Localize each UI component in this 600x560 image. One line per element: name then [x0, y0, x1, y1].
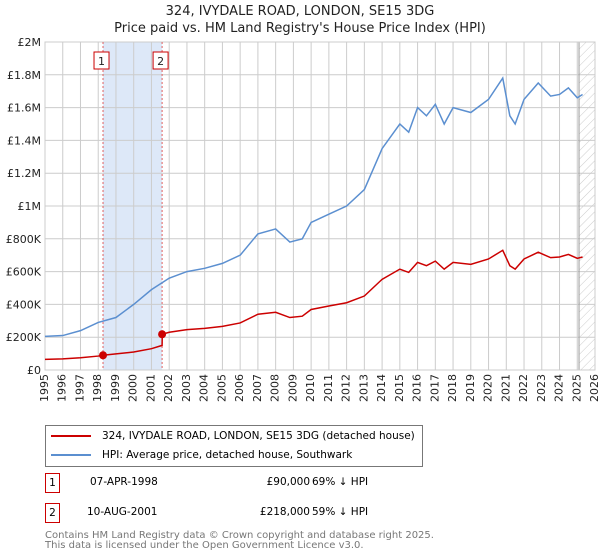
chart-subtitle: Price paid vs. HM Land Registry's House …: [114, 21, 486, 36]
x-tick-label: 2018: [446, 374, 459, 402]
x-tick-label: 2006: [233, 374, 246, 402]
x-tick-label: 2000: [127, 374, 140, 402]
sale-price: £90,000: [266, 476, 310, 488]
footer: Contains HM Land Registry data © Crown c…: [45, 531, 434, 551]
y-tick-label: £600K: [6, 266, 42, 279]
sale-hpi: 59% ↓ HPI: [312, 506, 369, 518]
x-tick-label: 2013: [357, 374, 370, 402]
x-tick-label: 2014: [375, 374, 388, 402]
x-tick-label: 1995: [38, 374, 51, 402]
x-tick-label: 1999: [109, 374, 122, 402]
sale-badge: 2: [45, 503, 60, 523]
x-tick-label: 2022: [517, 374, 530, 402]
x-tick-label: 1996: [56, 374, 69, 402]
x-tick-label: 2001: [144, 374, 157, 402]
y-tick-label: £1.4M: [7, 134, 41, 147]
x-tick-label: 2009: [286, 374, 299, 402]
y-tick-label: £1.2M: [7, 167, 41, 180]
y-tick-label: £1.8M: [7, 69, 41, 82]
x-tick-label: 2003: [180, 374, 193, 402]
x-tick-label: 2021: [499, 374, 512, 402]
footer-line-1: Contains HM Land Registry data © Crown c…: [45, 530, 434, 541]
x-tick-label: 2016: [411, 374, 424, 402]
legend-property: 324, IVYDALE ROAD, LONDON, SE15 3DG (det…: [102, 430, 415, 442]
sale-hpi: 69% ↓ HPI: [312, 476, 369, 488]
x-tick-label: 2002: [162, 374, 175, 402]
x-tick-label: 2008: [269, 374, 282, 402]
legend-blue-swatch: [51, 454, 91, 456]
x-tick-label: 2019: [464, 374, 477, 402]
x-tick-label: 2011: [322, 374, 335, 402]
x-tick-label: 2025: [570, 374, 583, 402]
x-tick-label: 2017: [428, 374, 441, 402]
footer-line-2: This data is licensed under the Open Gov…: [45, 540, 364, 551]
x-tick-label: 2012: [340, 374, 353, 402]
sale-label-box: [152, 51, 169, 70]
y-tick-label: £0: [27, 364, 41, 377]
sale-price: £218,000: [259, 506, 310, 518]
legend: 324, IVYDALE ROAD, LONDON, SE15 3DG (det…: [45, 425, 423, 467]
y-tick-label: £1M: [18, 200, 42, 213]
x-tick-label: 2026: [588, 374, 600, 402]
sale-row-2: 2 10-AUG-2001 £218,000 59% ↓ HPI: [45, 503, 445, 525]
x-tick-label: 2023: [535, 374, 548, 402]
x-tick-label: 2007: [251, 374, 264, 402]
sale-label-box: [93, 51, 110, 70]
y-tick-label: £2M: [18, 36, 42, 49]
sale-date: 10-AUG-2001: [87, 506, 158, 518]
sale-date: 07-APR-1998: [90, 476, 158, 488]
sale-badge: 1: [45, 473, 60, 493]
property-price-line: [44, 249, 583, 361]
x-tick-label: 2020: [482, 374, 495, 402]
sale-point: [158, 330, 167, 339]
x-tick-label: 2004: [198, 374, 211, 402]
hpi-line: [44, 76, 583, 338]
x-tick-label: 1997: [73, 374, 86, 402]
sale-label: 2: [157, 55, 164, 68]
x-tick-label: 1998: [91, 374, 104, 402]
y-tick-label: £800K: [6, 233, 42, 246]
price-chart: 1995 1996 1997 1998 1999 2000 2001 2002 2003 2004…: [6, 36, 600, 402]
sale-label: 1: [98, 55, 105, 68]
sale-point: [99, 351, 108, 360]
y-tick-label: £1.6M: [7, 102, 41, 115]
x-tick-label: 2024: [553, 374, 566, 402]
x-tick-label: 2010: [304, 374, 317, 402]
y-tick-label: £200K: [6, 331, 42, 344]
y-tick-label: £400K: [6, 298, 42, 311]
legend-hpi: HPI: Average price, detached house, Sout…: [102, 449, 353, 461]
chart-title: 324, IVYDALE ROAD, LONDON, SE15 3DG: [165, 4, 435, 19]
x-tick-label: 2015: [393, 374, 406, 402]
sale-row-1: 1 07-APR-1998 £90,000 69% ↓ HPI: [45, 473, 445, 495]
x-tick-label: 2005: [215, 374, 228, 402]
legend-red-swatch: [51, 435, 91, 437]
plot-frame: [44, 41, 596, 371]
